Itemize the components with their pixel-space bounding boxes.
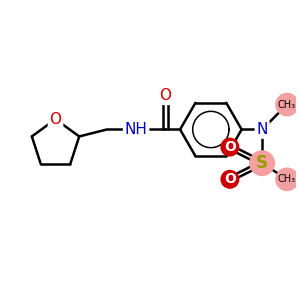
Circle shape (221, 170, 239, 188)
Text: O: O (159, 88, 171, 103)
Circle shape (276, 168, 298, 190)
Text: O: O (224, 140, 236, 154)
Text: O: O (224, 172, 236, 186)
Circle shape (221, 138, 239, 156)
Text: O: O (50, 112, 61, 127)
Circle shape (250, 151, 274, 176)
Text: CH₃: CH₃ (278, 100, 296, 110)
Circle shape (276, 93, 298, 116)
Text: CH₃: CH₃ (278, 174, 296, 184)
Text: N: N (256, 122, 268, 137)
Text: NH: NH (125, 122, 148, 137)
Text: S: S (256, 154, 268, 172)
